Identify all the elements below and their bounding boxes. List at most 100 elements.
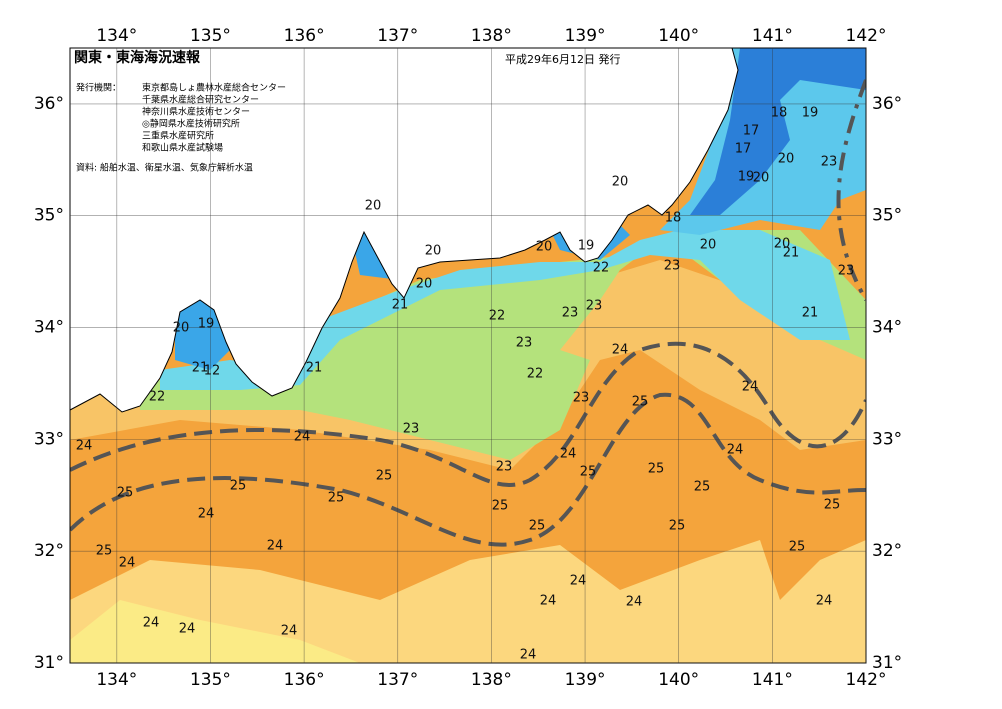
contour-label: 24 <box>179 622 196 637</box>
contour-label: 25 <box>669 519 686 534</box>
contour-label: 21 <box>392 298 409 313</box>
y-tick-label-right: 33° <box>872 429 902 449</box>
x-tick-label-top: 135° <box>190 26 231 46</box>
contour-label: 25 <box>632 395 649 410</box>
contour-label: 22 <box>593 261 610 276</box>
contour-label: 25 <box>492 499 509 514</box>
contour-label: 25 <box>789 540 806 555</box>
contour-label: 24 <box>294 430 311 445</box>
contour-label: 17 <box>735 142 752 157</box>
x-tick-label-top: 141° <box>752 26 793 46</box>
source: 資料: 船舶水温、衛星水温、気象庁解析水温 <box>76 162 253 174</box>
contour-label: 17 <box>743 124 760 139</box>
contour-label: 22 <box>527 367 544 382</box>
x-tick-label-bottom: 140° <box>658 670 699 690</box>
x-tick-label-bottom: 142° <box>846 670 887 690</box>
contour-label: 24 <box>119 556 136 571</box>
contour-label: 23 <box>573 391 590 406</box>
y-tick-label-right: 34° <box>872 318 902 338</box>
contour-label: 19 <box>198 317 215 332</box>
contour-label: 20 <box>700 238 717 253</box>
contour-label: 24 <box>570 574 587 589</box>
issuer: 神奈川県水産技術センター <box>142 106 250 118</box>
sea-green <box>140 230 866 460</box>
contour-label: 24 <box>742 380 759 395</box>
sea-cyan <box>160 230 850 390</box>
contour-label: 23 <box>496 460 513 475</box>
contour-label: 19 <box>578 239 595 254</box>
x-tick-label-top: 142° <box>846 26 887 46</box>
x-tick-label-bottom: 141° <box>752 670 793 690</box>
contour-label: 18 <box>665 211 682 226</box>
contour-label: 20 <box>778 152 795 167</box>
x-tick-label-bottom: 139° <box>565 670 606 690</box>
contour-label: 20 <box>365 199 382 214</box>
x-tick-label-bottom: 134° <box>96 670 137 690</box>
front-line <box>836 79 866 301</box>
contour-label: 21 <box>192 361 209 376</box>
contour-label: 20 <box>416 277 433 292</box>
issuer: 東京都島しょ農林水産総合センター <box>142 82 286 94</box>
contour-label: 23 <box>403 422 420 437</box>
y-tick-label-right: 35° <box>872 206 902 226</box>
issuer: 三重県水産研究所 <box>142 130 214 142</box>
sea-pale <box>70 600 360 663</box>
issuer: 和歌山県水産試験場 <box>142 142 223 154</box>
contour-label: 21 <box>306 361 323 376</box>
contour-label: 24 <box>520 648 537 663</box>
contour-label: 24 <box>281 624 298 639</box>
contour-label: 24 <box>198 507 215 522</box>
contour-label: 25 <box>117 486 134 501</box>
sea-yellow <box>70 540 866 663</box>
contour-label: 23 <box>838 264 855 279</box>
contour-label: 25 <box>824 498 841 513</box>
contour-label: 22 <box>149 390 166 405</box>
contour-label: 24 <box>267 539 284 554</box>
contour-label: 24 <box>560 447 577 462</box>
x-tick-label-bottom: 137° <box>377 670 418 690</box>
contour-label: 23 <box>821 155 838 170</box>
contour-label: 20 <box>753 171 770 186</box>
contour-label: 22 <box>489 309 506 324</box>
contour-label: 25 <box>230 479 247 494</box>
y-tick-label-left: 31° <box>34 653 64 673</box>
x-tick-label-top: 140° <box>658 26 699 46</box>
contour-label: 25 <box>694 480 711 495</box>
contour-label: 20 <box>425 244 442 259</box>
y-tick-label-left: 34° <box>34 318 64 338</box>
contour-label: 20 <box>774 237 791 252</box>
contour-label: 25 <box>96 544 113 559</box>
sea-blue <box>690 48 866 215</box>
y-tick-label-right: 31° <box>872 653 902 673</box>
x-tick-label-top: 139° <box>565 26 606 46</box>
kuroshio-north-edge <box>70 341 866 487</box>
contour-label: 25 <box>328 491 345 506</box>
title: 関東・東海海況速報 <box>74 49 201 66</box>
contour-label: 20 <box>536 240 553 255</box>
contour-label: 21 <box>802 306 819 321</box>
contour-label: 24 <box>727 443 744 458</box>
x-tick-label-top: 134° <box>96 26 137 46</box>
contour-label: 24 <box>816 594 833 609</box>
y-tick-label-right: 32° <box>872 541 902 561</box>
contour-label: 24 <box>143 616 160 631</box>
y-tick-label-left: 33° <box>34 429 64 449</box>
issuer: 千葉県水産総合研究センター <box>142 94 259 106</box>
kuroshio-south-edge <box>70 392 866 547</box>
contour-label: 19 <box>738 170 755 185</box>
contour-label: 20 <box>612 175 629 190</box>
contour-label: 23 <box>562 306 579 321</box>
x-tick-label-bottom: 135° <box>190 670 231 690</box>
contour-label: 19 <box>802 106 819 121</box>
issue-date: 平成29年6月12日 発行 <box>505 52 621 66</box>
contour-label: 25 <box>376 469 393 484</box>
contour-label: 24 <box>612 343 629 358</box>
y-tick-label-right: 36° <box>872 94 902 114</box>
contour-label: 23 <box>586 299 603 314</box>
x-tick-label-top: 136° <box>284 26 325 46</box>
contour-label: 20 <box>173 321 190 336</box>
contour-label: 24 <box>626 595 643 610</box>
issuer-heading: 発行機関： <box>76 82 121 94</box>
contour-label: 23 <box>516 336 533 351</box>
